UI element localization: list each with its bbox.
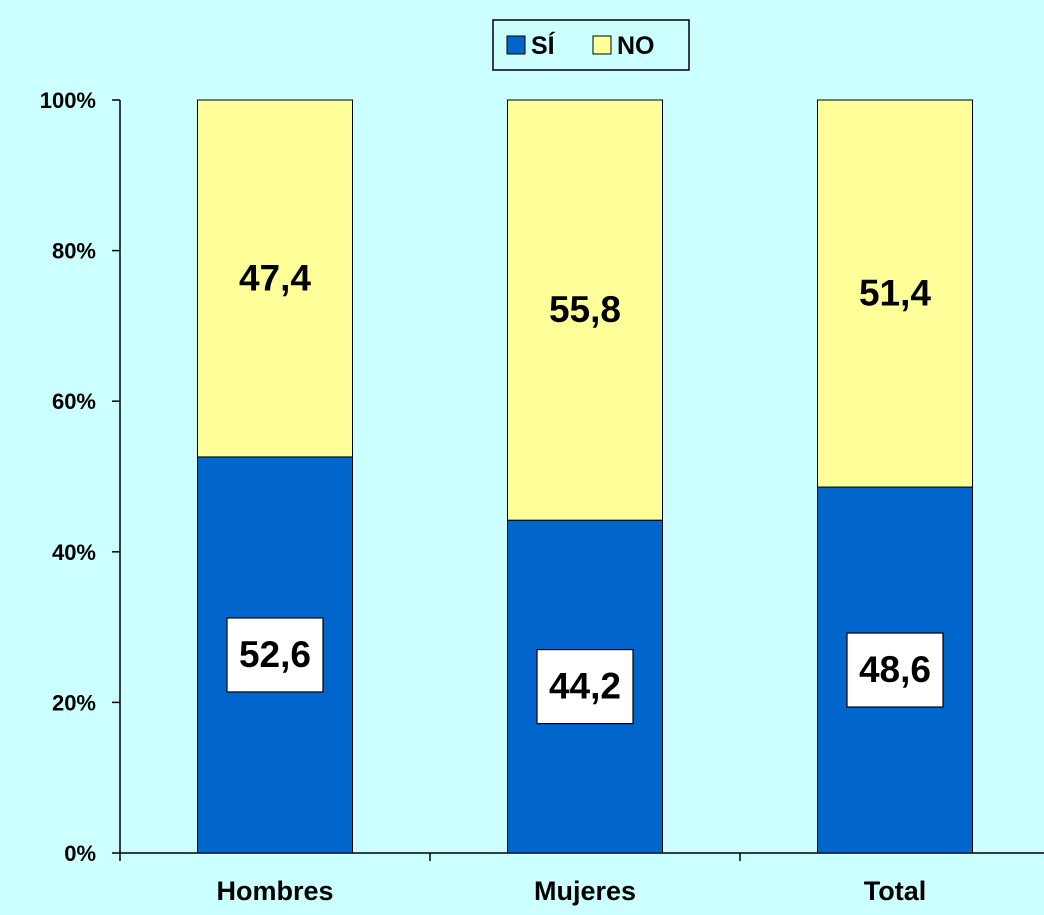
x-tick-label: Hombres xyxy=(216,876,333,906)
data-label-box xyxy=(846,632,944,708)
bar-no-mujeres xyxy=(507,99,663,521)
bar-no-total xyxy=(817,99,973,488)
data-label: 52,6 xyxy=(239,634,311,675)
legend-swatch xyxy=(592,35,612,55)
y-tick-label: 60% xyxy=(52,389,96,414)
data-labels: 52,6 47,4 44,2 55,8 48,6 51,4 xyxy=(226,257,944,725)
legend-label: NO xyxy=(617,32,655,60)
data-label-box xyxy=(226,617,324,693)
y-tick-label: 100% xyxy=(40,88,96,113)
y-tick-label: 0% xyxy=(64,841,96,866)
legend-swatch xyxy=(506,35,526,55)
data-label-box xyxy=(536,648,634,725)
legend: SÍ NO xyxy=(492,19,690,71)
y-tick-label: 80% xyxy=(52,239,96,264)
data-label: 51,4 xyxy=(859,273,931,314)
legend-box xyxy=(492,19,690,71)
y-tick-label: 40% xyxy=(52,540,96,565)
y-tick-label: 20% xyxy=(52,690,96,715)
data-label: 55,8 xyxy=(549,289,621,330)
legend-label: SÍ xyxy=(531,31,556,60)
data-label: 48,6 xyxy=(859,649,931,690)
x-tick-label: Mujeres xyxy=(534,876,636,906)
x-axis: Hombres Mujeres Total xyxy=(119,852,1044,906)
data-label: 44,2 xyxy=(549,666,621,707)
bars xyxy=(197,99,973,854)
data-label: 47,4 xyxy=(239,257,311,298)
y-axis: 0% 20% 40% 60% 80% 100% xyxy=(40,88,121,866)
bar-no-hombres xyxy=(197,99,353,458)
x-tick-label: Total xyxy=(864,876,927,906)
